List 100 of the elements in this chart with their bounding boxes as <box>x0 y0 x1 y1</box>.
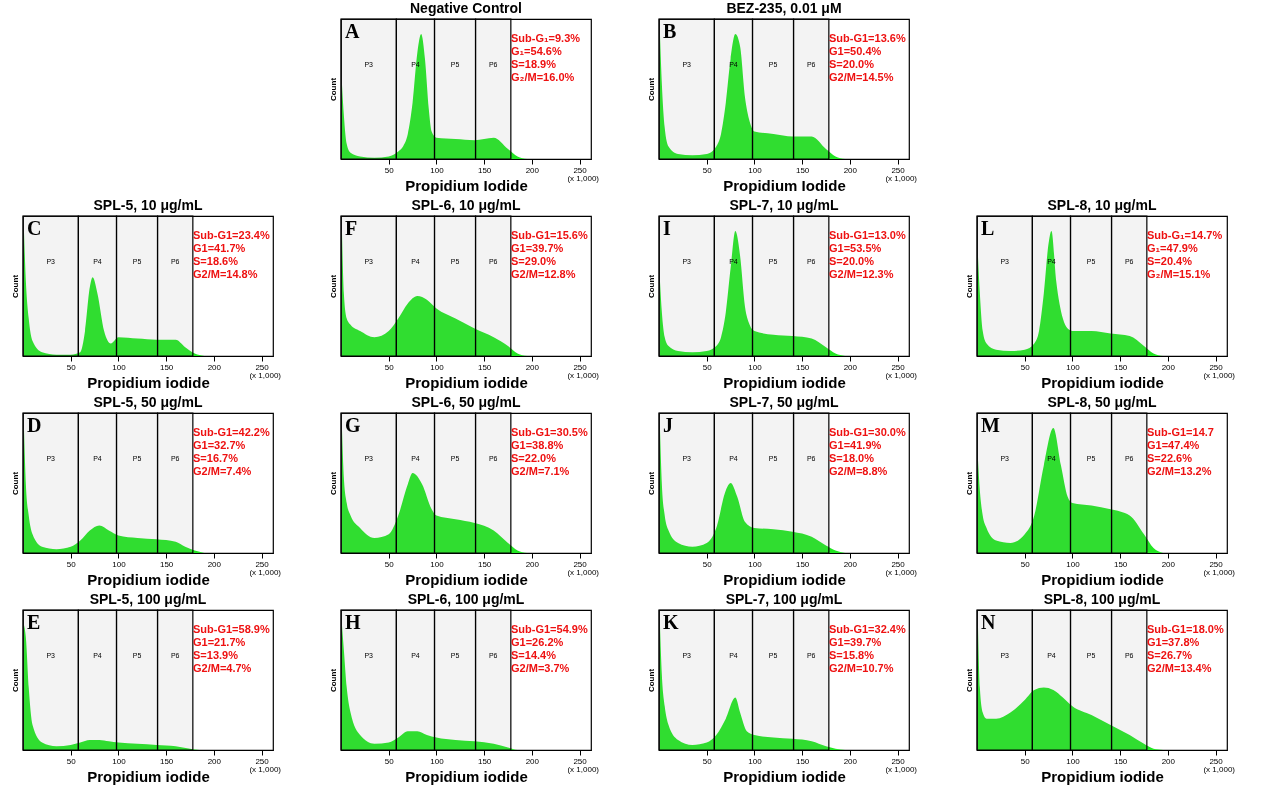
text: (x 1,000) <box>249 568 282 577</box>
x-tick-label: 250 <box>891 362 906 372</box>
text: (x 1,000) <box>1203 568 1236 577</box>
annotation: G1=41.9% <box>829 439 882 451</box>
x-tick-label: 200 <box>843 165 858 175</box>
chart-title: SPL-7, 50 μg/mL <box>729 394 839 411</box>
annotation: G2/M=3.7% <box>511 662 570 674</box>
text: (x 1,000) <box>567 765 600 774</box>
x-tick-label: 250 <box>891 756 906 766</box>
annotation: G1=41.7% <box>193 242 246 254</box>
x-tick-label: 200 <box>843 559 858 569</box>
annotation: S=22.6% <box>1147 452 1193 464</box>
chart-title: SPL-8, 10 μg/mL <box>1047 197 1157 214</box>
chart-title: SPL-5, 100 μg/mL <box>89 591 207 608</box>
annotation: G2/M=7.1% <box>511 465 570 477</box>
x-tick-label: 50 <box>702 165 713 175</box>
text: (x 1,000) <box>567 371 600 380</box>
x-tick-label: 200 <box>1161 756 1176 766</box>
x-axis-title: Propidium Iodide <box>723 176 846 194</box>
x-tick-label: 50 <box>384 559 395 569</box>
annotation: G₂/M=15.1% <box>1147 268 1211 280</box>
annotation: H <box>345 611 361 633</box>
x-tick-label: 250 <box>573 559 588 569</box>
x-tick-label: 200 <box>525 559 540 569</box>
x-tick-label: 50 <box>702 559 713 569</box>
x-tick-label: 50 <box>702 362 713 372</box>
annotation: S=20.0% <box>829 255 875 267</box>
chart-title: SPL-6, 50 μg/mL <box>411 394 521 411</box>
chart-title: SPL-5, 10 μg/mL <box>93 197 203 214</box>
y-axis-title: Count <box>10 668 20 693</box>
chart-title: BEZ-235, 0.01 μM <box>726 0 842 17</box>
x-tick-label: 150 <box>795 362 810 372</box>
annotation: A <box>345 20 360 42</box>
y-axis-title: Count <box>646 668 656 693</box>
x-tick-label: 100 <box>748 362 763 372</box>
x-axis-title: Propidium iodide <box>1041 570 1164 588</box>
x-tick-label: 150 <box>159 756 174 766</box>
annotation: B <box>663 20 677 42</box>
y-axis-title: Count <box>964 471 974 496</box>
x-tick-label: 100 <box>748 756 763 766</box>
y-axis-title: Count <box>964 668 974 693</box>
y-axis-title: Count <box>646 274 656 299</box>
annotation: G2/M=12.3% <box>829 268 894 280</box>
chart-title: SPL-8, 100 μg/mL <box>1043 591 1161 608</box>
x-tick-label: 200 <box>525 362 540 372</box>
x-tick-label: 250 <box>573 756 588 766</box>
chart-title: SPL-7, 10 μg/mL <box>729 197 839 214</box>
x-tick-label: 250 <box>1209 559 1224 569</box>
annotation: G2/M=13.4% <box>1147 662 1212 674</box>
x-tick-label: 150 <box>1113 362 1128 372</box>
x-tick-label: 100 <box>430 559 445 569</box>
annotation: Sub-G1=54.9% <box>511 623 588 635</box>
x-tick-label: 250 <box>255 559 270 569</box>
x-tick-label: 150 <box>1113 756 1128 766</box>
annotation: G2/M=14.5% <box>829 71 894 83</box>
annotation: S=22.0% <box>511 452 557 464</box>
annotation: Sub-G1=13.6% <box>829 32 906 44</box>
x-tick-label: 150 <box>795 165 810 175</box>
y-axis-title: Count <box>328 77 338 102</box>
x-tick-label: 150 <box>477 165 492 175</box>
annotation: F <box>345 217 358 239</box>
annotation: S=20.0% <box>829 58 875 70</box>
y-axis-title: Count <box>328 471 338 496</box>
x-axis-title: Propidium iodide <box>405 570 528 588</box>
annotation: Sub-G1=30.5% <box>511 426 588 438</box>
x-tick-label: 250 <box>891 559 906 569</box>
annotation: G1=39.7% <box>829 636 882 648</box>
annotation: G2/M=8.8% <box>829 465 888 477</box>
x-tick-label: 50 <box>384 756 395 766</box>
y-axis-title: Count <box>646 77 656 102</box>
x-tick-label: 250 <box>573 362 588 372</box>
text: (x 1,000) <box>885 765 918 774</box>
x-tick-label: 200 <box>1161 559 1176 569</box>
annotation: G2/M=12.8% <box>511 268 576 280</box>
x-tick-label: 250 <box>255 756 270 766</box>
x-tick-label: 150 <box>795 559 810 569</box>
x-axis-title: Propidium iodide <box>405 373 528 391</box>
annotation: G1=37.8% <box>1147 636 1200 648</box>
x-axis-title: Propidium iodide <box>723 373 846 391</box>
annotation: G2/M=14.8% <box>193 268 258 280</box>
x-tick-label: 100 <box>112 559 127 569</box>
annotation: K <box>663 611 679 633</box>
text: (x 1,000) <box>249 765 282 774</box>
x-tick-label: 150 <box>477 559 492 569</box>
x-tick-label: 250 <box>1209 756 1224 766</box>
annotation: G1=47.4% <box>1147 439 1200 451</box>
text: (x 1,000) <box>885 371 918 380</box>
annotation: Sub-G1=14.7 <box>1147 426 1214 438</box>
x-axis-title: Propidium iodide <box>723 767 846 785</box>
annotation: D <box>27 414 42 436</box>
x-tick-label: 50 <box>66 756 77 766</box>
x-axis-title: Propidium iodide <box>87 373 210 391</box>
annotation: Sub-G₁=9.3% <box>511 32 581 44</box>
text: (x 1,000) <box>1203 371 1236 380</box>
x-tick-label: 150 <box>477 756 492 766</box>
annotation: S=18.0% <box>829 452 875 464</box>
chart-title: SPL-6, 100 μg/mL <box>407 591 525 608</box>
text: (x 1,000) <box>885 174 918 183</box>
chart-title: Negative Control <box>409 0 523 17</box>
annotation: G2/M=13.2% <box>1147 465 1212 477</box>
